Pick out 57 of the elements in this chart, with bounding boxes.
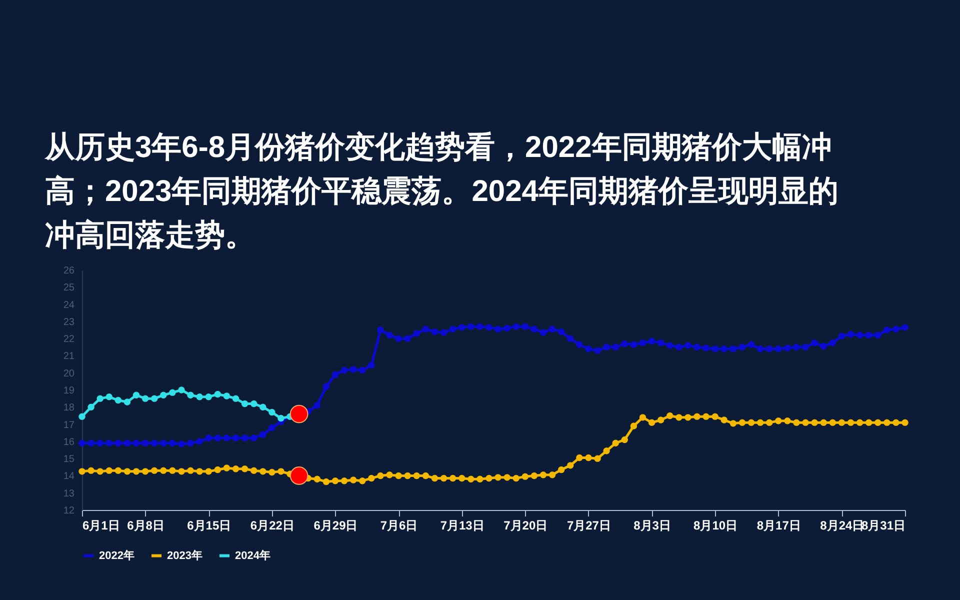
y-tick-label: 26 [63,266,75,276]
point [187,392,194,398]
point [250,400,258,408]
x-tick-label: 8月17日 [756,518,801,532]
point [268,408,276,416]
point [160,392,167,398]
point [124,398,131,406]
y-tick-label: 17 [63,420,75,431]
point [114,396,122,404]
x-tick-label: 7月20日 [504,518,548,532]
point [178,386,185,394]
x-tick-label: 8月3日 [634,518,671,532]
x-tick-label: 6月29日 [314,518,358,532]
point [290,466,308,485]
y-tick-label: 25 [63,282,75,294]
x-tick-label: 7月13日 [440,518,484,532]
point [260,404,266,410]
x-tick-label: 6月1日 [82,518,120,532]
y-tick-label: 22 [63,334,75,346]
point [88,404,94,410]
point [132,392,140,398]
y-tick-label: 12 [63,506,75,516]
legend-label: 2022年 [99,548,134,562]
point [205,394,212,400]
point [232,395,240,402]
point [78,413,86,420]
x-tick-label: 6月8日 [127,518,164,532]
y-tick-label: 15 [63,454,75,466]
x-tick-label: 8月10日 [694,518,738,532]
legend-label: 2024年 [235,548,270,562]
y-tick-label: 21 [63,351,75,362]
point [142,395,149,402]
point [106,394,112,400]
x-tick-label: 7月27日 [566,518,611,532]
point [214,390,222,398]
y-tick-label: 13 [63,488,75,500]
point [151,395,158,402]
y-tick-label: 19 [63,386,75,396]
point [241,400,248,408]
point [278,414,284,422]
y-tick-label: 23 [63,316,75,328]
x-tick-label: 7月6日 [380,518,418,532]
x-tick-label: 6月22日 [250,518,294,532]
x-tick-label: 8月31日 [861,518,906,532]
y-tick-label: 24 [63,300,75,311]
point [196,394,203,400]
point [96,395,104,402]
point [290,404,308,424]
legend-label: 2023年 [167,548,202,562]
point [169,389,176,396]
y-tick-label: 18 [63,402,75,414]
y-tick-label: 20 [63,368,75,380]
y-tick-label: 16 [63,436,75,448]
chart-title: 从历史3年6-8月份猪价变化趋势看，2022年同期猪价大幅冲高；2023年同期猪价平稳震荡。2024年同期猪价呈现明显的冲高回落走势。 [44,130,838,252]
x-tick-label: 6月15日 [187,518,232,532]
y-tick-label: 14 [63,471,75,482]
point [223,392,230,400]
